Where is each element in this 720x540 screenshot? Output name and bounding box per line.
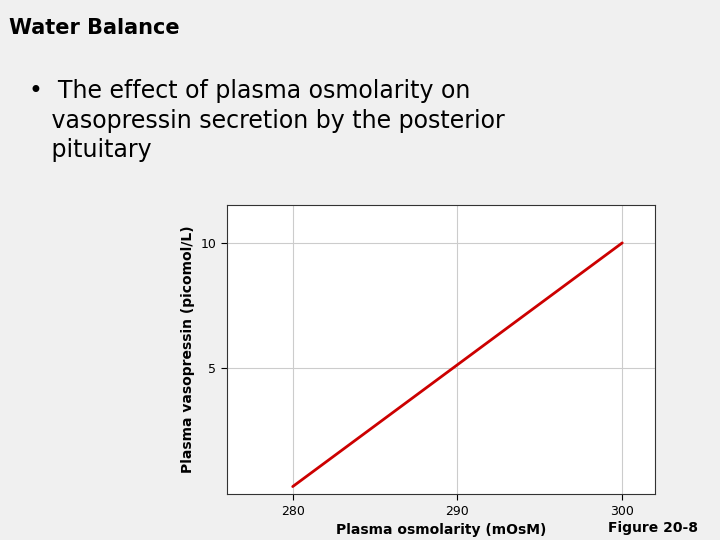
- Text: Water Balance: Water Balance: [9, 18, 179, 38]
- Text: Figure 20-8: Figure 20-8: [608, 521, 698, 535]
- Text: •  The effect of plasma osmolarity on
   vasopressin secretion by the posterior
: • The effect of plasma osmolarity on vas…: [29, 79, 505, 162]
- X-axis label: Plasma osmolarity (mOsM): Plasma osmolarity (mOsM): [336, 523, 546, 537]
- Y-axis label: Plasma vasopressin (picomol/L): Plasma vasopressin (picomol/L): [181, 226, 195, 474]
